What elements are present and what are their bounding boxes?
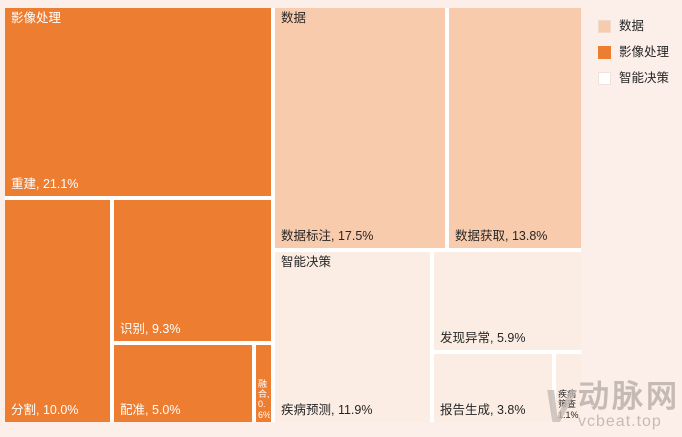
legend-label: 智能决策 bbox=[619, 71, 670, 86]
treemap-group-label-智能决策: 智能决策 bbox=[281, 255, 332, 269]
legend-swatch-icon bbox=[598, 72, 611, 85]
treemap-tile-value-label: 数据标注, 17.5% bbox=[281, 229, 374, 243]
legend-swatch-icon bbox=[598, 20, 611, 33]
treemap-tile-疾病筛查: 疾病筛查 1.1% bbox=[556, 354, 581, 422]
treemap-tile-配准: 配准, 5.0% bbox=[114, 345, 252, 422]
treemap-tile-识别: 识别, 9.3% bbox=[114, 200, 271, 341]
treemap-tile-重建: 影像处理重建, 21.1% bbox=[5, 8, 271, 196]
treemap-tile-发现异常: 发现异常, 5.9% bbox=[434, 252, 581, 350]
legend-swatch-icon bbox=[598, 46, 611, 59]
treemap-tile-value-label: 疾病筛查 1.1% bbox=[558, 388, 579, 420]
treemap-tile-value-label: 数据获取, 13.8% bbox=[455, 229, 548, 243]
treemap-tile-value-label: 分割, 10.0% bbox=[11, 403, 79, 417]
treemap-tile-报告生成: 报告生成, 3.8% bbox=[434, 354, 552, 422]
treemap-tile-value-label: 融合, 0.6% bbox=[258, 378, 270, 420]
treemap-tile-value-label: 疾病预测, 11.9% bbox=[281, 403, 373, 417]
legend-item-智能决策: 智能决策 bbox=[598, 72, 669, 85]
legend-label: 数据 bbox=[619, 19, 645, 34]
treemap-group-label-数据: 数据 bbox=[281, 11, 307, 25]
legend-item-影像处理: 影像处理 bbox=[598, 46, 669, 59]
treemap-tile-数据获取: 数据获取, 13.8% bbox=[449, 8, 581, 248]
treemap-tile-value-label: 报告生成, 3.8% bbox=[440, 403, 526, 417]
treemap-tile-value-label: 重建, 21.1% bbox=[11, 177, 79, 191]
legend: 数据影像处理智能决策 bbox=[598, 20, 669, 85]
treemap-group-label-影像处理: 影像处理 bbox=[11, 11, 62, 25]
watermark-brand: 动脉网 bbox=[578, 379, 680, 415]
treemap-chart: 影像处理重建, 21.1% 分割, 10.0% 识别, 9.3% 配准, 5.0% 融合… bbox=[5, 8, 581, 422]
treemap-tile-value-label: 发现异常, 5.9% bbox=[440, 331, 526, 345]
treemap-tile-分割: 分割, 10.0% bbox=[5, 200, 110, 422]
treemap-tile-疾病预测: 智能决策疾病预测, 11.9% bbox=[275, 252, 430, 422]
legend-label: 影像处理 bbox=[619, 45, 670, 60]
watermark-site: vcbeat.top bbox=[578, 413, 662, 431]
legend-item-数据: 数据 bbox=[598, 20, 669, 33]
treemap-tile-value-label: 配准, 5.0% bbox=[120, 403, 181, 417]
treemap-tile-数据标注: 数据数据标注, 17.5% bbox=[275, 8, 445, 248]
treemap-tile-value-label: 识别, 9.3% bbox=[120, 322, 181, 336]
treemap-tile-融合: 融合, 0.6% bbox=[256, 345, 271, 422]
